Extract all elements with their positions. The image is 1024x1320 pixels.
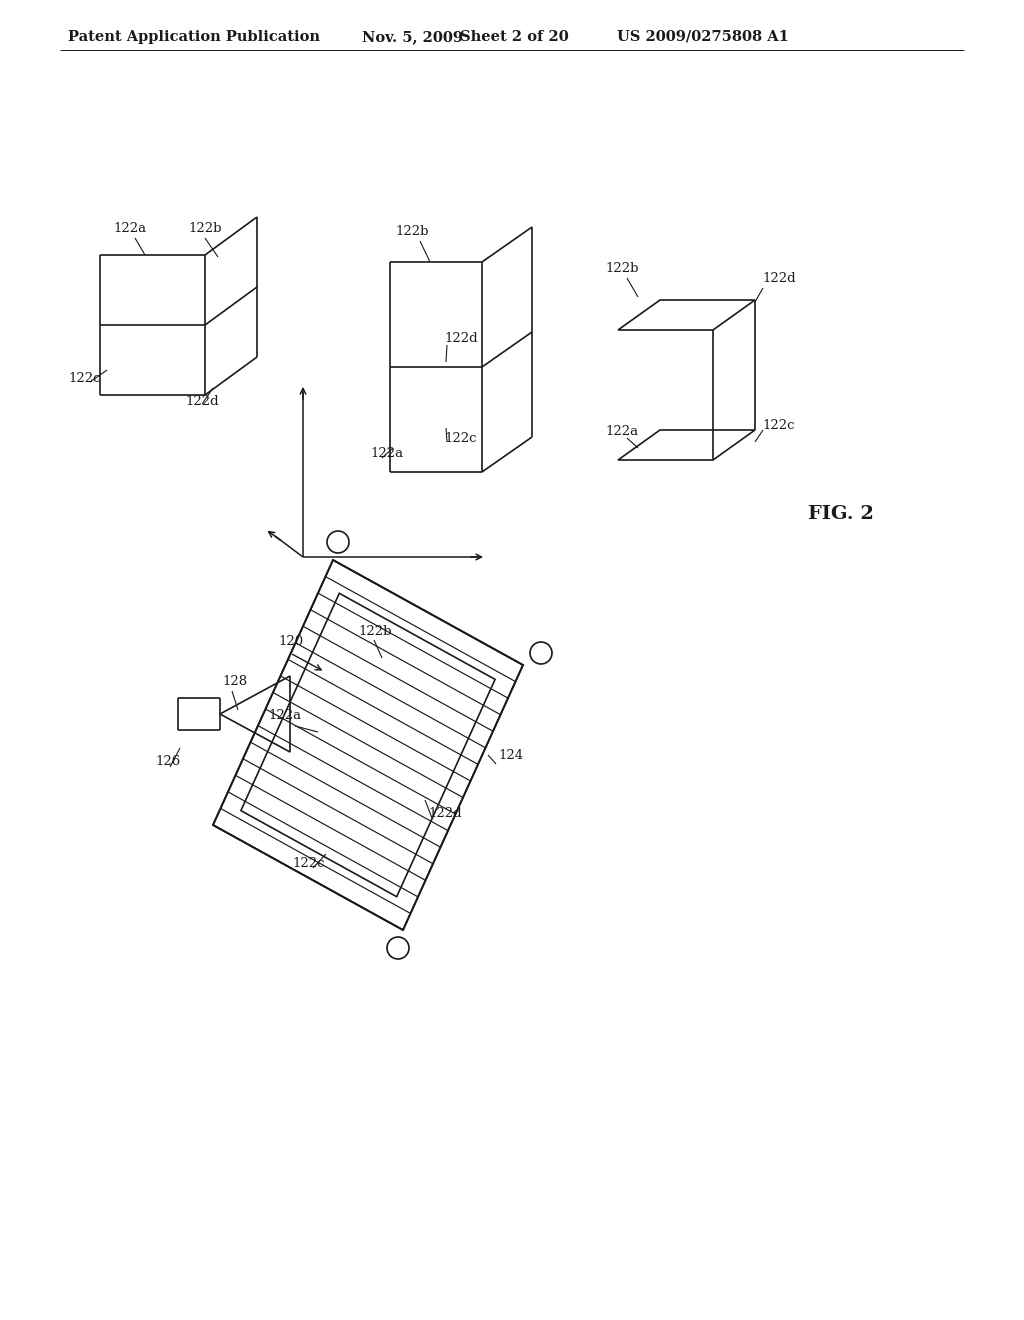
Text: 122a: 122a [113, 222, 146, 235]
Text: 122c: 122c [444, 432, 476, 445]
Text: 122d: 122d [428, 807, 462, 820]
Circle shape [387, 937, 409, 960]
Text: 122c: 122c [762, 418, 795, 432]
Circle shape [530, 642, 552, 664]
Text: 122b: 122b [395, 224, 428, 238]
Text: 122c: 122c [68, 372, 100, 385]
Text: Sheet 2 of 20: Sheet 2 of 20 [460, 30, 568, 44]
Text: 122c: 122c [292, 857, 325, 870]
Text: 122a: 122a [268, 709, 301, 722]
Text: 122a: 122a [370, 447, 403, 459]
Text: Patent Application Publication: Patent Application Publication [68, 30, 319, 44]
Text: 122d: 122d [185, 395, 219, 408]
Text: 124: 124 [498, 748, 523, 762]
Text: 122d: 122d [444, 333, 477, 345]
Text: 122d: 122d [762, 272, 796, 285]
Text: 126: 126 [155, 755, 180, 768]
Circle shape [327, 531, 349, 553]
Text: US 2009/0275808 A1: US 2009/0275808 A1 [617, 30, 788, 44]
Text: 122b: 122b [358, 624, 391, 638]
Polygon shape [213, 560, 523, 931]
Text: 122a: 122a [605, 425, 638, 438]
Text: 128: 128 [222, 675, 247, 688]
Text: 120: 120 [278, 635, 303, 648]
Text: FIG. 2: FIG. 2 [808, 506, 873, 523]
Text: Nov. 5, 2009: Nov. 5, 2009 [362, 30, 463, 44]
Text: 122b: 122b [605, 261, 639, 275]
Text: 122b: 122b [188, 222, 221, 235]
